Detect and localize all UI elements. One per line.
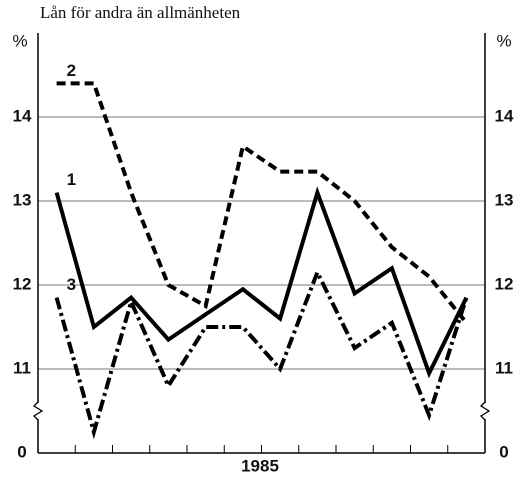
y-tick-label-right: 12: [495, 274, 514, 293]
y-tick-label: 0: [17, 442, 26, 461]
chart-title: Lån för andra än allmänheten: [40, 3, 241, 22]
y-tick-label-right: 11: [495, 358, 513, 377]
axis-break: [479, 401, 491, 421]
y-tick-label-right: 0: [499, 442, 508, 461]
y-tick-label: 14: [13, 106, 32, 125]
series-line: [54, 267, 469, 440]
series-label: 2: [67, 61, 76, 80]
y-tick-label-right: 13: [495, 190, 514, 209]
y-tick-label: 12: [13, 274, 32, 293]
y-axis-label: %: [12, 31, 27, 50]
series-label: 3: [67, 275, 76, 294]
y-tick-label-right: 14: [495, 106, 514, 125]
y-tick-label: 13: [13, 190, 32, 209]
axis-break-gap: [481, 403, 489, 419]
series-line: [56, 81, 468, 325]
y-axis-label-right: %: [496, 31, 511, 50]
series-label: 1: [67, 170, 76, 189]
axis-break: [32, 401, 44, 421]
axis-break-gap: [34, 403, 42, 419]
x-axis-label: 1985: [241, 456, 279, 475]
y-tick-label: 11: [13, 358, 31, 377]
series-line: [54, 186, 469, 379]
